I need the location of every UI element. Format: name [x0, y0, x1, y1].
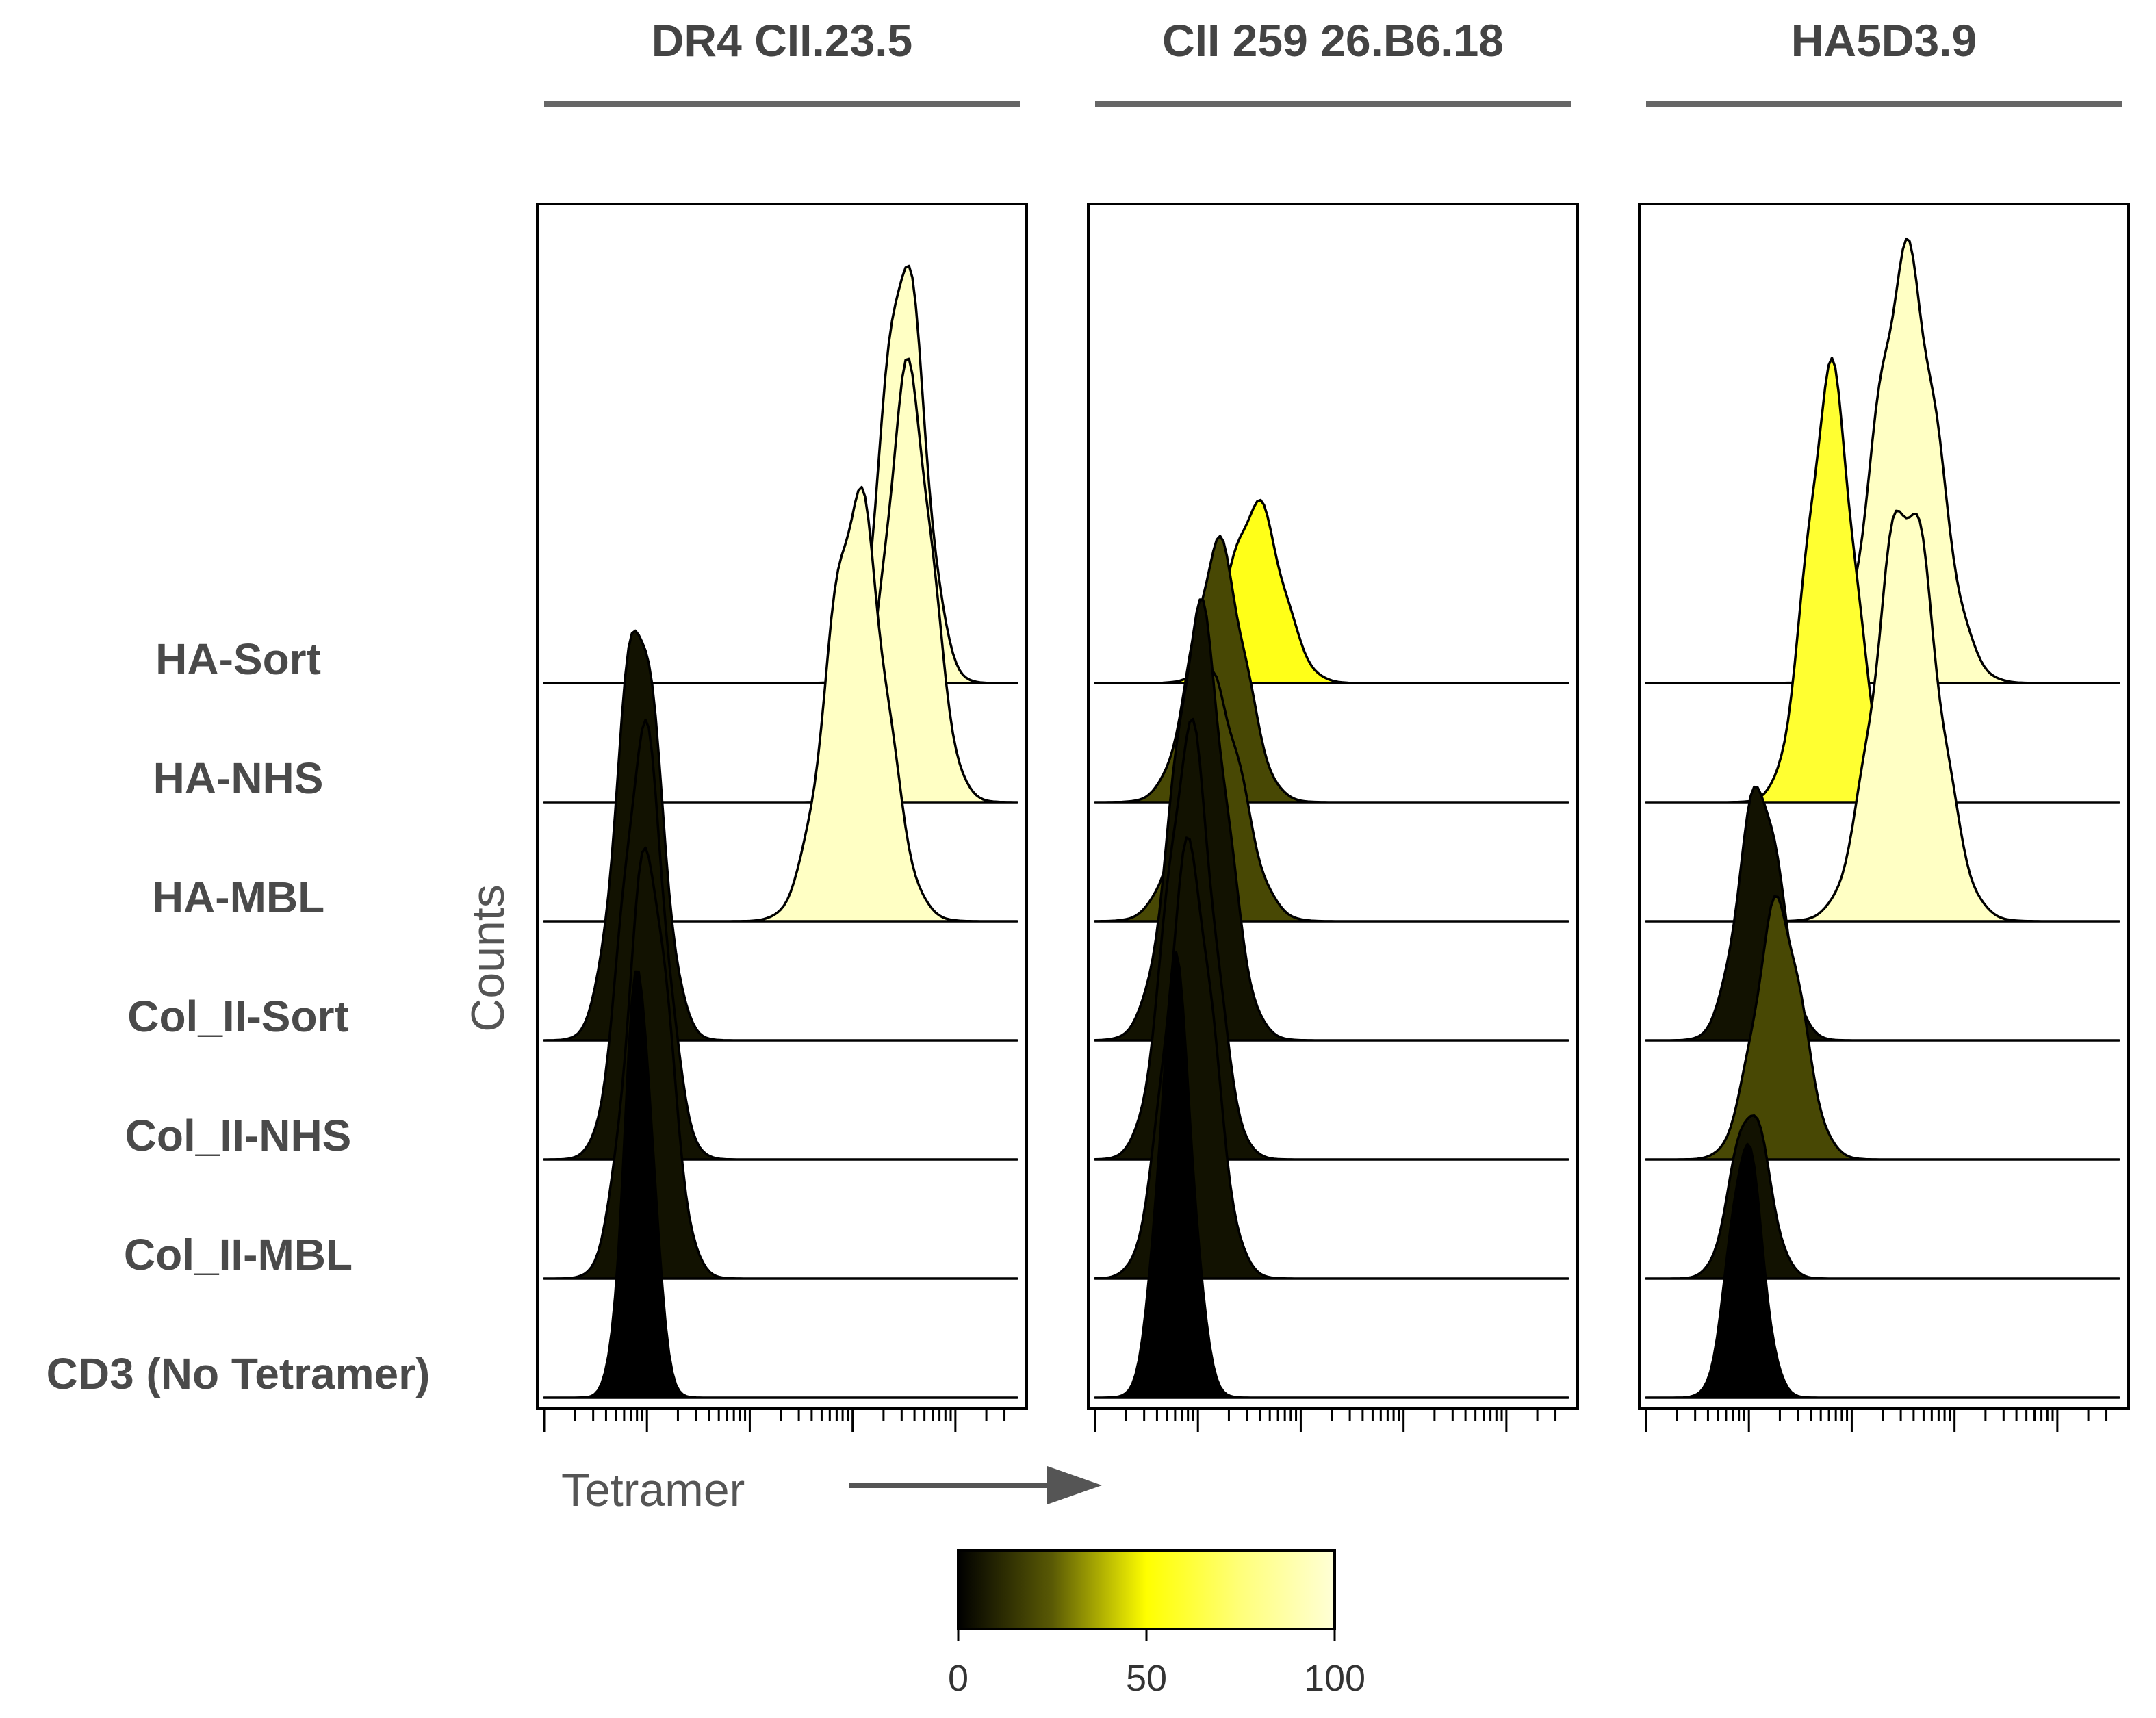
colorbar-ticks: 0 50 100 [948, 1629, 1365, 1699]
histogram-curve [543, 970, 1018, 1399]
row-label: Col_II-NHS [125, 1111, 352, 1160]
panel-title: HA5D3.9 [1791, 15, 1977, 66]
histogram-curve [1645, 895, 2120, 1161]
panels [536, 203, 2130, 1432]
panel-title: DR4 CII.23.5 [652, 15, 913, 66]
histogram-curve [1645, 237, 2120, 684]
histogram-curve [543, 846, 1018, 1280]
histogram-curve [1094, 498, 1569, 684]
row-label: HA-NHS [153, 754, 324, 803]
histogram-curve [1645, 1142, 2120, 1399]
panel-title: CII 259 26.B6.18 [1162, 15, 1504, 66]
row-label: Col_II-MBL [124, 1230, 352, 1279]
panel-headers: DR4 CII.23.5 CII 259 26.B6.18 HA5D3.9 [544, 15, 2122, 107]
row-label: CD3 (No Tetramer) [47, 1349, 431, 1398]
histogram-panel [1638, 203, 2130, 1432]
row-label: Col_II-Sort [127, 992, 349, 1041]
row-labels: HA-Sort HA-NHS HA-MBL Col_II-Sort Col_II-NHS… [47, 634, 431, 1398]
histogram-curve [1645, 1114, 2120, 1280]
row-label: HA-MBL [152, 873, 324, 922]
x-axis-arrow [849, 1466, 1102, 1504]
colorbar-tick-label: 50 [1126, 1658, 1167, 1699]
y-axis-label: Counts [462, 884, 514, 1031]
colorbar-gradient [957, 1549, 1336, 1630]
histogram-curve [1645, 509, 2120, 923]
histogram-panel [536, 203, 1028, 1432]
x-axis-label: Tetramer [561, 1464, 745, 1516]
colorbar-tick-label: 100 [1304, 1658, 1365, 1699]
row-label: HA-Sort [155, 634, 321, 684]
colorbar-tick-label: 0 [948, 1658, 968, 1699]
histogram-curve [1094, 951, 1569, 1399]
histogram-panel [1087, 203, 1579, 1432]
colorbar: 0 50 100 [948, 1549, 1365, 1699]
